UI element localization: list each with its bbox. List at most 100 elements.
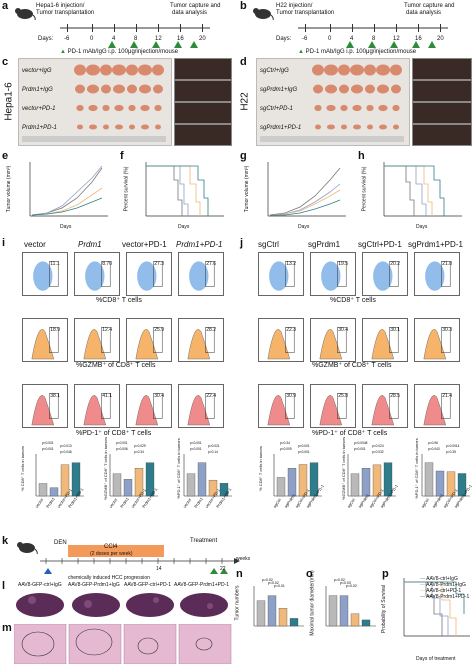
flow-percent: 21.4	[442, 393, 452, 400]
survival-chart-p	[403, 578, 470, 637]
tumor-sample	[324, 64, 338, 76]
p-value: p<0.001	[354, 447, 366, 451]
panel-c-label: c	[2, 56, 9, 68]
p-value: p=0.02	[346, 584, 357, 588]
p-value: p=0.006	[116, 447, 128, 451]
tumor-grid-c	[22, 64, 166, 142]
chart-e-xlabel: Days	[60, 224, 72, 230]
panel-a-days-label: Days:	[38, 36, 54, 42]
survival-chart-f	[145, 162, 224, 217]
flow-percent: 30.4	[154, 393, 164, 400]
panel-b-day-2: 4	[350, 36, 354, 42]
bar	[112, 473, 122, 497]
flow-percent: 41.1	[102, 393, 112, 400]
p-value: p=0.34	[280, 441, 290, 445]
mouse-icon	[15, 8, 36, 20]
flow-plot-j-pd1: 21.4	[414, 384, 460, 428]
panel-i-col-3: Prdm1+PD-1	[176, 240, 223, 249]
panel-l-col-2: AAV8-GFP-ctrl+PD-1	[124, 582, 171, 588]
p-value: p<0.001	[298, 450, 310, 454]
bar	[383, 462, 393, 497]
flow-plot-i-gzmb: 12.4	[74, 318, 120, 362]
growth-chart-g	[267, 162, 346, 217]
bar	[287, 468, 297, 497]
panel-c-row-2: vector+PD-1	[22, 106, 56, 112]
mouse-icon	[17, 542, 38, 554]
tumor-sample	[364, 64, 376, 76]
flow-plot-i-pd1: 38.1	[22, 384, 68, 428]
p-value: p=0.14	[208, 450, 218, 454]
p-value: p=0.013	[60, 444, 72, 448]
flow-percent: 28.2	[206, 327, 216, 334]
panel-k-week-14: 14	[156, 566, 162, 572]
tumor-sample	[392, 104, 400, 112]
tumor-sample	[326, 104, 336, 112]
panel-d-row-3: sgPrdm1+PD-1	[260, 125, 302, 131]
flow-percent: 19.5	[338, 261, 348, 268]
panel-p-label: p	[382, 568, 389, 580]
tumor-sample	[139, 84, 151, 94]
bar	[278, 608, 288, 627]
bar	[276, 477, 286, 497]
panel-j-row3-title: %PD-1⁺ of CD8⁺ T cells	[312, 430, 388, 437]
panel-k-progression: chemically induced HCC progression	[68, 575, 150, 581]
chart-h-ylabel: Percent survival (%)	[361, 166, 368, 212]
flow-plot-i-cd8: 27.6	[178, 252, 224, 296]
panel-e-label: e	[2, 150, 9, 162]
panel-b-days-label: Days:	[276, 36, 292, 42]
tumor-sample	[341, 124, 347, 130]
tumor-sample	[75, 84, 85, 94]
bar	[49, 487, 59, 497]
panel-b-treatment: ▲ PD-1 mAb/IgG i.p. 100μg/injection/mous…	[298, 49, 417, 55]
flow-plot-i-pd1: 30.4	[126, 384, 172, 428]
tumor-sample	[76, 104, 84, 112]
chart-h-xlabel: Days	[416, 224, 428, 230]
flow-percent: 8.70	[102, 261, 112, 268]
panel-j-col-2: sgCtrl+PD-1	[358, 240, 402, 249]
flow-plot-j-gzmb: 30.3	[414, 318, 460, 362]
flow-plot-j-gzmb: 22.3	[258, 318, 304, 362]
p-value: p=0.03	[340, 581, 351, 585]
bar	[361, 619, 371, 627]
flow-plot-j-gzmb: 30.1	[362, 318, 408, 362]
tumor-diameter-chart: p=0.02p=0.03p=0.02	[325, 578, 376, 627]
panel-i-row2-title: %GZMB⁺ of CD8⁺ T cells	[76, 362, 156, 369]
panel-k-treatment: Treatment	[190, 538, 218, 544]
chart-p-legend-1: — AAV8-Prdm1+IgG	[420, 582, 466, 588]
flow-plot-i-gzmb: 18.9	[22, 318, 68, 362]
bar	[71, 462, 81, 497]
bar-chart-left-0: p<0.001 p=0.013 p<0.001 p=0.046	[35, 441, 84, 497]
flow-percent: 25.9	[154, 327, 164, 334]
tumor-sample	[340, 104, 348, 112]
p-value: p=0.0048	[354, 441, 368, 445]
bar-chart-ylabel: %PD-1⁺ of CD8⁺ T cells in tumors	[413, 438, 419, 499]
panel-a-label: a	[2, 0, 9, 12]
ccl4-bar	[68, 545, 164, 557]
bar	[186, 473, 196, 497]
panel-l-label: l	[2, 580, 6, 592]
bar	[134, 468, 144, 497]
flow-percent: 22.3	[286, 327, 296, 334]
bar	[339, 595, 349, 627]
flow-plot-j-cd8: 20.2	[362, 252, 408, 296]
p-value: p<0.001	[116, 441, 128, 445]
flow-plot-i-cd8: 11.1	[22, 252, 68, 296]
flow-percent: 22.4	[206, 393, 216, 400]
bar-chart-left-2: p<0.001 p=0.021 p<0.001 p=0.14	[183, 441, 232, 497]
flow-percent: 25.8	[338, 393, 348, 400]
panel-k-week-22: 22	[220, 566, 226, 572]
flow-plot-j-cd8: 13.2	[258, 252, 304, 296]
p-value: p<0.001	[190, 441, 202, 445]
tumor-sample	[325, 84, 337, 94]
p-value: p=0.024	[372, 444, 384, 448]
bar	[350, 613, 360, 627]
liver-images	[14, 590, 232, 620]
bar	[446, 471, 456, 497]
bar	[197, 462, 207, 497]
tumor-sample	[152, 64, 164, 76]
tumor-sample	[155, 124, 161, 130]
bar-chart-ylabel: %PD-1⁺ of CD8⁺ T cells in tumors	[175, 438, 181, 499]
panel-j-label: j	[240, 237, 244, 249]
flow-percent: 27.6	[206, 261, 216, 268]
p-value: p<0.001	[298, 444, 310, 448]
